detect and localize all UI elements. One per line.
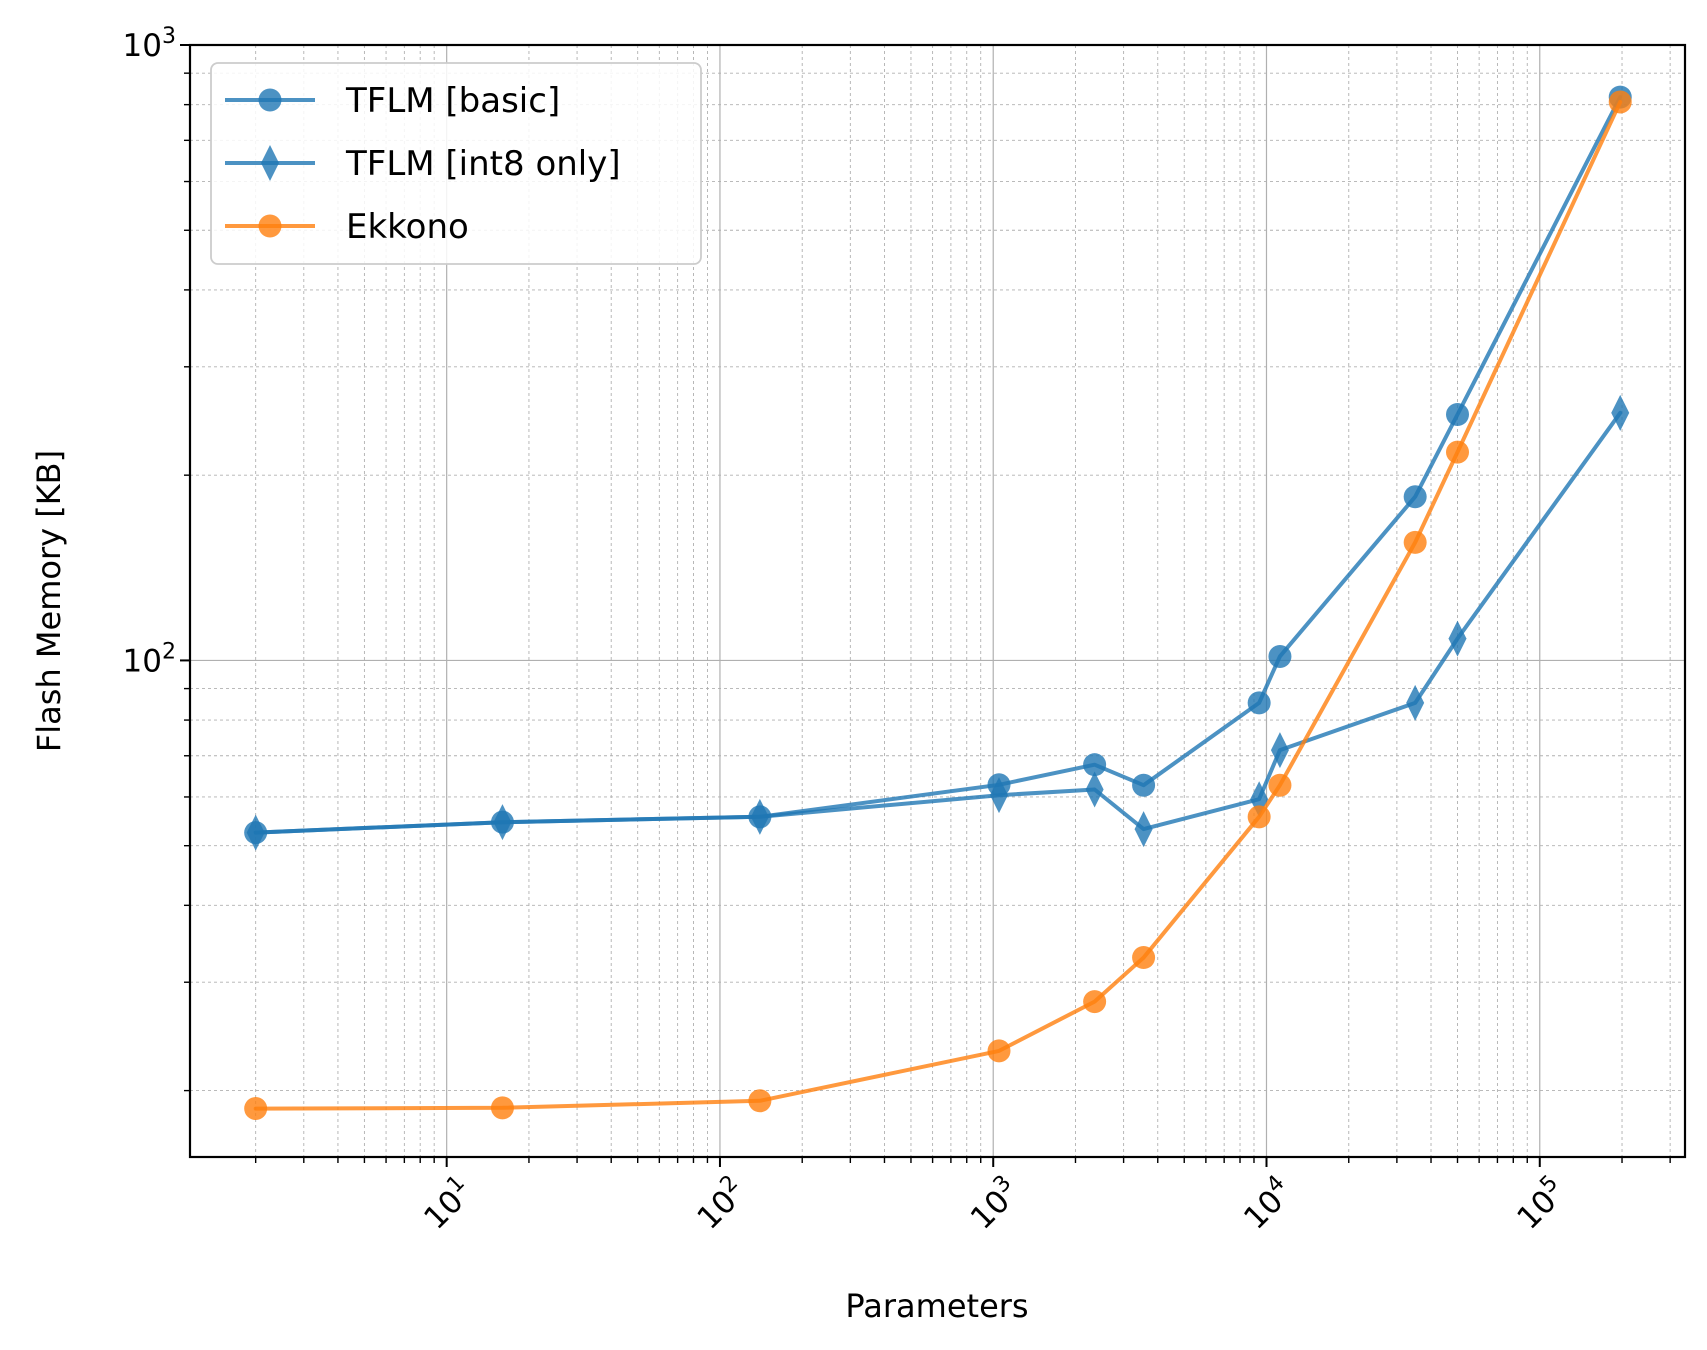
legend-marker-tflm-int8: [261, 145, 279, 181]
data-point-ekkono: [1132, 946, 1156, 970]
y-tick-label: 103: [123, 24, 176, 64]
data-point-ekkono: [1446, 440, 1470, 464]
data-point-tflm-basic: [1083, 753, 1107, 777]
data-point-tflm-basic: [1268, 644, 1292, 668]
plot-frame: [188, 43, 1687, 1159]
y-tick-label-base: 10: [123, 643, 162, 679]
data-point-tflm-int8-only: [246, 814, 265, 851]
data-point-tflm-int8-only: [1611, 394, 1630, 431]
data-point-tflm-int8-only: [1406, 684, 1425, 721]
y-axis-label: Flash Memory [KB]: [30, 450, 68, 752]
data-point-tflm-basic: [1446, 402, 1470, 426]
data-point-ekkono: [987, 1039, 1011, 1063]
data-point-ekkono: [490, 1096, 514, 1120]
data-point-tflm-int8-only: [1085, 771, 1104, 808]
data-point-tflm-int8-only: [750, 798, 769, 835]
legend-label-tflm-int8: TFLM [int8 only]: [345, 144, 621, 184]
data-point-ekkono: [1403, 530, 1427, 554]
minor-grid: [190, 45, 1685, 1157]
legend-label-tflm-basic: TFLM [basic]: [345, 81, 560, 121]
data-point-ekkono: [244, 1097, 268, 1121]
data-point-ekkono: [1247, 805, 1271, 829]
data-point-tflm-int8-only: [1448, 620, 1467, 657]
legend: TFLM [basic] TFLM [int8 only] Ekkono: [210, 62, 702, 265]
data-point-ekkono: [1268, 773, 1292, 797]
legend-marker-tflm-basic: [258, 88, 282, 112]
y-tick-label-exponent: 3: [162, 24, 176, 49]
data-point-tflm-basic: [1247, 691, 1271, 715]
y-tick-label-base: 10: [123, 28, 162, 64]
data-point-ekkono: [1608, 90, 1632, 114]
series-layer: [244, 85, 1632, 1121]
x-axis-label: Parameters: [845, 1287, 1028, 1325]
data-point-tflm-int8-only: [1270, 732, 1289, 769]
legend-label-ekkono: Ekkono: [346, 207, 469, 247]
data-point-tflm-basic: [1132, 773, 1156, 797]
data-point-tflm-basic: [1403, 485, 1427, 509]
data-point-ekkono: [1083, 990, 1107, 1014]
data-point-tflm-int8-only: [1134, 811, 1153, 848]
data-point-tflm-int8-only: [493, 804, 512, 841]
legend-frame: [210, 62, 702, 265]
y-tick-label: 102: [123, 639, 176, 679]
data-point-ekkono: [748, 1089, 772, 1113]
y-tick-label-exponent: 2: [162, 639, 176, 664]
legend-marker-ekkono: [258, 214, 282, 238]
data-point-tflm-int8-only: [990, 777, 1009, 814]
